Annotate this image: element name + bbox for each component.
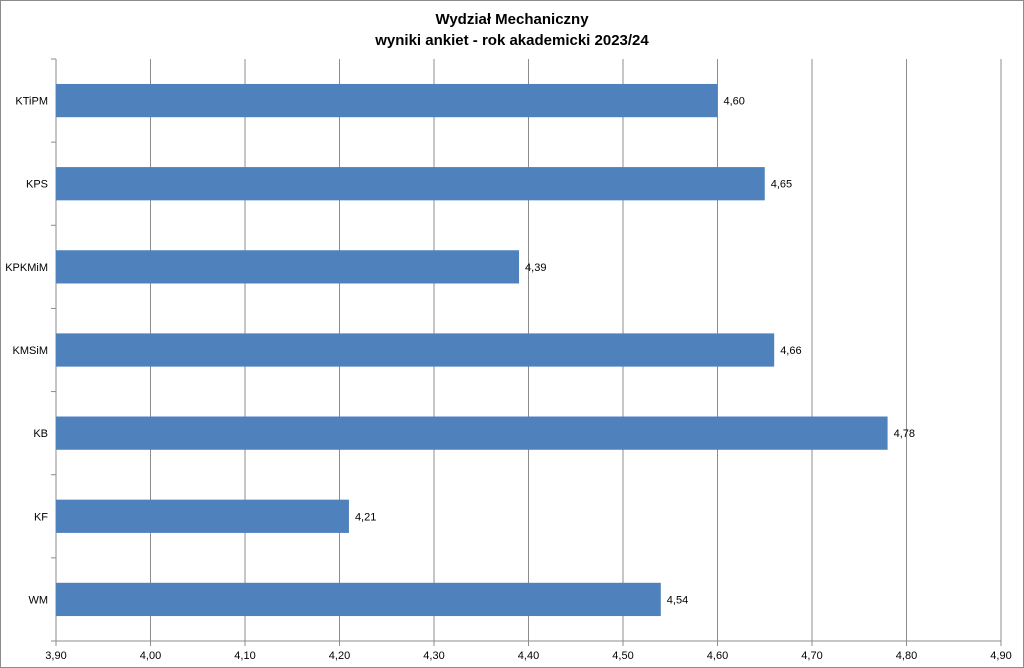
data-labels: 4,60 4,65 4,39 4,66 4,78 4,21 4,54 (355, 96, 915, 607)
bar (56, 582, 661, 617)
bar (56, 499, 349, 533)
bar (56, 416, 888, 450)
bar (56, 83, 718, 118)
x-tick-label: 4,90 (990, 650, 1011, 662)
x-tick-label: 4,40 (518, 650, 539, 662)
x-tick-label: 4,60 (707, 650, 728, 662)
chart-subtitle: wyniki ankiet - rok akademicki 2023/24 (374, 32, 649, 49)
category-label: KMSiM (13, 345, 48, 357)
category-label: KF (34, 511, 48, 523)
category-label: KPS (26, 179, 48, 191)
x-tick-label: 4,00 (140, 650, 161, 662)
data-label: 4,65 (771, 179, 792, 191)
bar (56, 167, 765, 201)
data-label: 4,21 (355, 511, 376, 523)
chart-title: Wydział Mechaniczny (435, 11, 589, 28)
data-label: 4,39 (525, 262, 546, 274)
category-label: KTiPM (15, 96, 48, 108)
x-tick-label: 4,20 (329, 650, 350, 662)
x-tick-label: 4,50 (612, 650, 633, 662)
bar (56, 333, 775, 367)
category-label: KB (33, 428, 48, 440)
category-label: KPKMiM (5, 262, 48, 274)
x-tick-label: 3,90 (45, 650, 66, 662)
data-label: 4,78 (894, 428, 915, 440)
x-tick-label: 4,80 (896, 650, 917, 662)
axes: 3,90 4,00 4,10 4,20 4,30 4,40 4,50 4,60 4,70 4,80… (5, 58, 1012, 662)
category-label: WM (28, 594, 48, 606)
data-label: 4,60 (724, 96, 745, 108)
bar (56, 250, 520, 284)
data-label: 4,66 (780, 345, 801, 357)
data-label: 4,54 (667, 594, 688, 606)
bars (56, 83, 888, 617)
x-tick-label: 4,30 (423, 650, 444, 662)
x-tick-label: 4,70 (801, 650, 822, 662)
x-tick-label: 4,10 (234, 650, 255, 662)
